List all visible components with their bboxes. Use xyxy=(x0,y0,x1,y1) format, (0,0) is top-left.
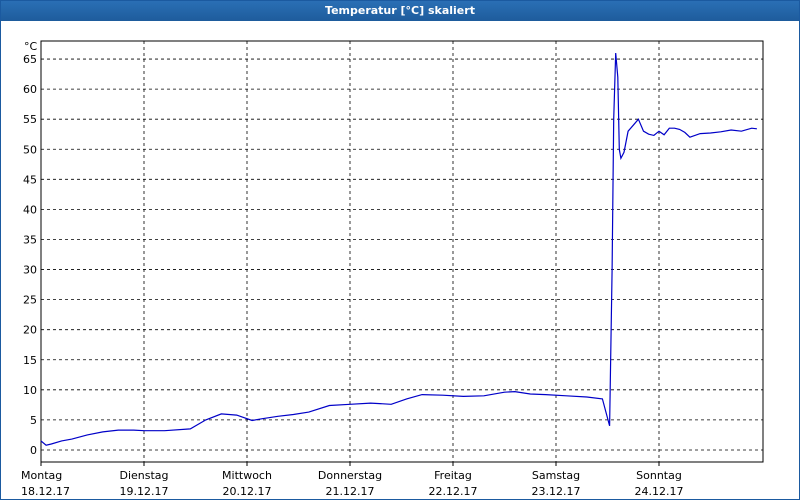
window-title: Temperatur [°C] skaliert xyxy=(1,1,799,21)
y-tick-label: 0 xyxy=(30,444,37,457)
x-tick-date-label: 24.12.17 xyxy=(635,485,684,498)
plot-area xyxy=(40,40,764,463)
x-tick-day-label: Montag xyxy=(21,469,62,482)
x-tick-date-label: 22.12.17 xyxy=(429,485,478,498)
y-tick-label: 60 xyxy=(23,83,37,96)
x-tick-day-label: Samstag xyxy=(532,469,580,482)
y-tick-label: 55 xyxy=(23,113,37,126)
y-tick-label: 5 xyxy=(30,414,37,427)
x-tick-date-label: 23.12.17 xyxy=(532,485,581,498)
y-axis-unit-label: °C xyxy=(24,40,38,53)
y-tick-label: 15 xyxy=(23,354,37,367)
y-tick-label: 65 xyxy=(23,53,37,66)
x-tick-day-label: Freitag xyxy=(434,469,472,482)
x-tick-date-label: 20.12.17 xyxy=(223,485,272,498)
y-tick-label: 30 xyxy=(23,264,37,277)
y-tick-label: 45 xyxy=(23,173,37,186)
y-axis-ticks: 0 5 10 15 20 25 30 35 40 45 50 55 60 65 xyxy=(23,53,37,457)
temperature-chart: 0 5 10 15 20 25 30 35 40 45 50 55 60 65 Montag 18.12.1… xyxy=(21,40,764,498)
temperature-series-line xyxy=(40,52,757,446)
x-tick-day-label: Mittwoch xyxy=(222,469,272,482)
x-tick-date-label: 21.12.17 xyxy=(326,485,375,498)
grid-lines xyxy=(41,41,763,462)
y-tick-label: 50 xyxy=(23,143,37,156)
y-tick-label: 25 xyxy=(23,294,37,307)
y-tick-label: 10 xyxy=(23,384,37,397)
y-tick-label: 20 xyxy=(23,324,37,337)
x-tick-date-label: 19.12.17 xyxy=(120,485,169,498)
x-tick-day-label: Sonntag xyxy=(636,469,682,482)
y-tick-label: 40 xyxy=(23,203,37,216)
x-tick-day-label: Dienstag xyxy=(119,469,168,482)
x-tick-date-label: 18.12.17 xyxy=(21,485,70,498)
x-axis-ticks: Montag 18.12.17 Dienstag 19.12.17 Mittwoch 20… xyxy=(21,462,683,498)
y-tick-label: 35 xyxy=(23,233,37,246)
x-tick-day-label: Donnerstag xyxy=(318,469,382,482)
